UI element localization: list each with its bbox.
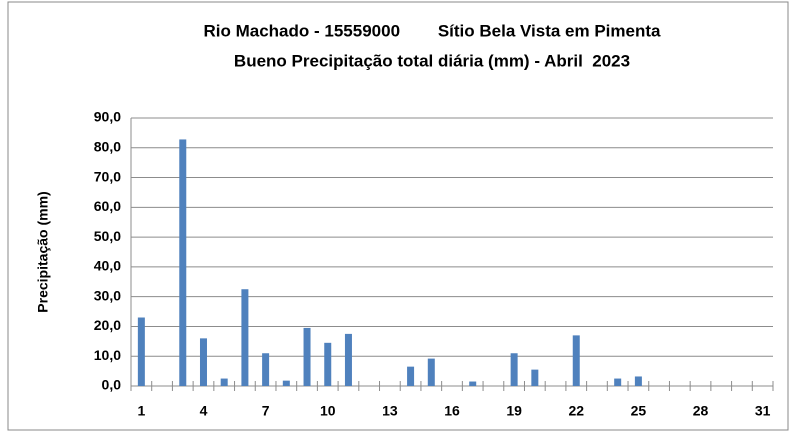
bar bbox=[572, 335, 580, 386]
x-tick-label: 7 bbox=[262, 403, 270, 419]
bar bbox=[407, 366, 415, 386]
bar bbox=[469, 381, 477, 386]
bar bbox=[614, 378, 622, 386]
bar bbox=[137, 317, 145, 386]
x-tick-label: 31 bbox=[755, 403, 771, 419]
bar bbox=[179, 139, 187, 386]
bar bbox=[241, 289, 249, 386]
bar bbox=[199, 338, 207, 386]
bar bbox=[344, 333, 352, 386]
y-tick-label: 0,0 bbox=[102, 377, 122, 393]
x-tick-label: 16 bbox=[444, 403, 460, 419]
bar bbox=[282, 380, 290, 386]
y-tick-label: 60,0 bbox=[94, 198, 121, 214]
bar bbox=[510, 353, 518, 386]
x-tick-label: 28 bbox=[693, 403, 709, 419]
x-tick-label: 25 bbox=[631, 403, 647, 419]
y-tick-label: 90,0 bbox=[94, 109, 121, 125]
bar bbox=[262, 353, 270, 386]
chart-title: Rio Machado - 15559000 Sítio Bela Vista … bbox=[204, 21, 662, 40]
y-tick-label: 80,0 bbox=[94, 138, 121, 154]
x-tick-label: 22 bbox=[568, 403, 584, 419]
y-tick-label: 10,0 bbox=[94, 347, 121, 363]
x-tick-label: 4 bbox=[200, 403, 208, 419]
y-tick-label: 30,0 bbox=[94, 287, 121, 303]
x-tick-label: 1 bbox=[137, 403, 145, 419]
x-tick-label: 13 bbox=[382, 403, 398, 419]
y-tick-label: 70,0 bbox=[94, 168, 121, 184]
x-tick-label: 19 bbox=[506, 403, 522, 419]
bar bbox=[531, 369, 539, 386]
bar bbox=[427, 358, 435, 386]
y-tick-label: 50,0 bbox=[94, 228, 121, 244]
x-tick-label: 10 bbox=[320, 403, 336, 419]
bar bbox=[634, 376, 642, 386]
y-tick-label: 40,0 bbox=[94, 258, 121, 274]
bar bbox=[220, 378, 228, 386]
bar bbox=[324, 342, 332, 386]
y-tick-label: 20,0 bbox=[94, 317, 121, 333]
chart-title: Bueno Precipitação total diária (mm) - A… bbox=[234, 51, 630, 70]
bar bbox=[303, 327, 311, 386]
y-axis-label: Precipitação (mm) bbox=[35, 191, 51, 312]
